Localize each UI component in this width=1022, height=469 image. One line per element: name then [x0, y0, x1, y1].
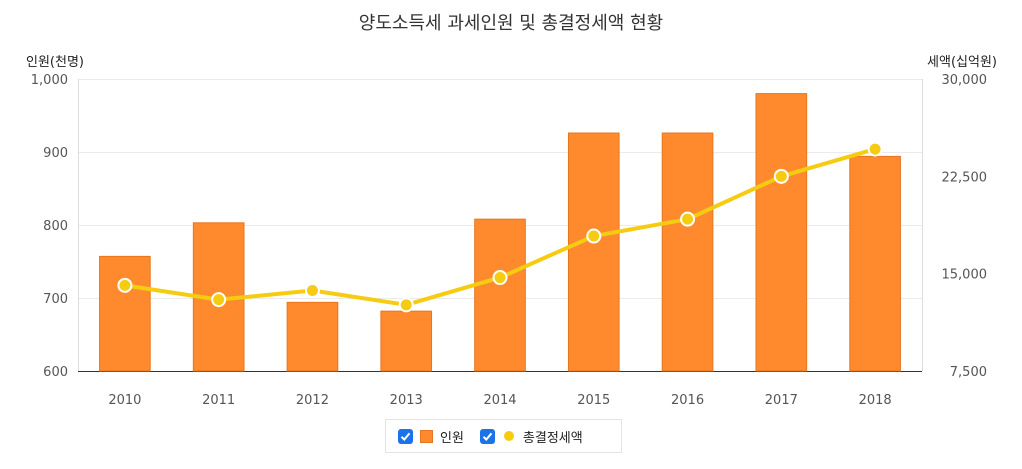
bar: [474, 218, 526, 372]
legend: 인원 총결정세액: [385, 419, 622, 453]
x-tick-label: 2011: [202, 393, 235, 408]
dot-swatch-icon: [503, 431, 514, 441]
left-tick-label: 1,000: [31, 73, 68, 88]
right-tick-label: 7,500: [950, 365, 987, 380]
legend-item-인원[interactable]: 인원: [398, 427, 464, 446]
bar: [567, 132, 620, 372]
chart-title: 양도소득세 과세인원 및 총결정세액 현황: [359, 13, 663, 34]
bar: [380, 310, 433, 372]
line-point: [117, 277, 133, 293]
left-tick-label: 700: [43, 292, 68, 307]
legend-label: 총결정세액: [522, 430, 583, 446]
x-tick-label: 2016: [671, 393, 704, 408]
line-point: [680, 211, 696, 227]
left-tick-label: 600: [43, 365, 68, 380]
line-point: [398, 297, 414, 313]
line-point: [867, 141, 883, 157]
x-tick-label: 2017: [765, 393, 798, 408]
x-tick-label: 2010: [108, 393, 141, 408]
right-axis-title: 세액(십억원): [927, 55, 997, 70]
line-point: [211, 292, 227, 308]
x-axis-ticks: 2010 2011 2012 2013 2014 2015 2016 2017 2018: [108, 393, 891, 408]
line-point: [304, 283, 320, 299]
x-tick-label: 2013: [390, 393, 423, 408]
line-point: [773, 168, 789, 184]
bar: [661, 132, 714, 372]
x-tick-label: 2015: [577, 393, 610, 408]
right-axis-ticks: 7,500 15,000 22,500 30,000: [942, 73, 988, 380]
x-tick-label: 2014: [483, 393, 516, 408]
left-tick-label: 900: [43, 146, 68, 161]
line-point: [492, 270, 508, 286]
checkbox-icon[interactable]: [479, 428, 495, 444]
bar: [849, 155, 901, 372]
bar: [99, 255, 151, 372]
bar: [755, 93, 808, 372]
right-tick-label: 30,000: [942, 73, 988, 88]
bar-series-인원: [99, 93, 901, 372]
bar: [286, 301, 339, 372]
line-point: [586, 228, 602, 244]
left-axis-title: 인원(천명): [26, 55, 84, 70]
legend-item-총결정세액[interactable]: 총결정세액: [479, 427, 583, 446]
right-tick-label: 15,000: [942, 268, 988, 283]
line-series-총결정세액: [117, 141, 883, 313]
x-tick-label: 2012: [296, 393, 329, 408]
bar-swatch-icon: [420, 429, 433, 443]
left-tick-label: 800: [43, 219, 68, 234]
left-axis-ticks: 600 700 800 900 1,000: [31, 73, 68, 380]
x-tick-label: 2018: [859, 393, 892, 408]
checkbox-icon[interactable]: [398, 428, 413, 444]
right-tick-label: 22,500: [942, 170, 988, 185]
legend-label: 인원: [440, 430, 464, 446]
